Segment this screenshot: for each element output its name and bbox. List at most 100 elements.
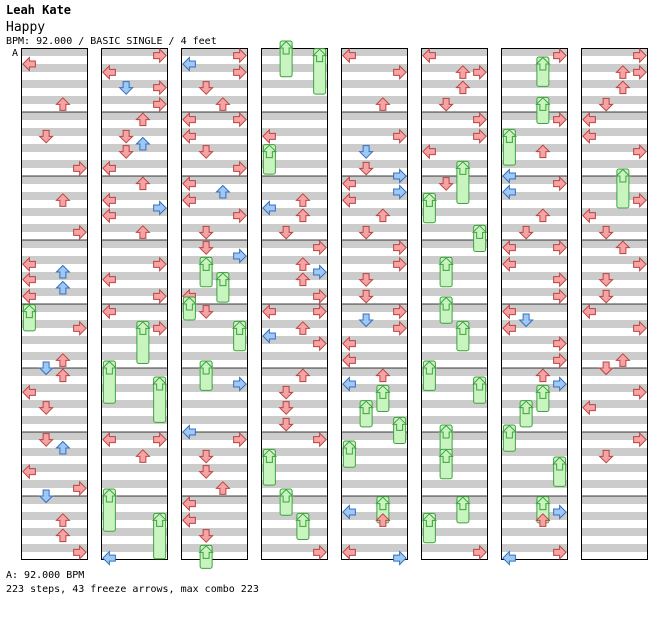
beat-stripe bbox=[341, 144, 408, 152]
beat-stripe bbox=[261, 80, 328, 88]
freeze-head bbox=[535, 385, 551, 399]
beat-stripe bbox=[261, 528, 328, 536]
beat-stripe bbox=[21, 48, 88, 56]
beat-stripe bbox=[581, 128, 648, 136]
down-arrow bbox=[438, 97, 454, 112]
beat-stripe bbox=[421, 272, 488, 280]
beat-stripe bbox=[181, 64, 248, 72]
left-arrow bbox=[22, 288, 36, 305]
beat-stripe bbox=[21, 304, 88, 312]
up-arrow bbox=[615, 240, 631, 255]
freeze-head bbox=[231, 321, 248, 335]
beat-stripe bbox=[341, 368, 408, 376]
beat-stripe bbox=[421, 96, 488, 104]
beat-stripe bbox=[341, 208, 408, 216]
down-arrow bbox=[358, 161, 374, 176]
beat-stripe bbox=[581, 176, 648, 184]
right-arrow bbox=[393, 184, 407, 200]
right-arrow bbox=[233, 207, 247, 224]
beat-stripe bbox=[181, 512, 248, 520]
beat-stripe bbox=[341, 496, 408, 504]
right-arrow bbox=[153, 96, 167, 113]
left-arrow bbox=[182, 111, 196, 128]
beat-stripe bbox=[21, 64, 88, 72]
beat-stripe bbox=[581, 144, 648, 152]
up-arrow bbox=[455, 80, 471, 95]
up-arrow bbox=[535, 208, 551, 223]
beat-stripe bbox=[501, 416, 568, 424]
beat-stripe bbox=[421, 384, 488, 392]
column-border bbox=[181, 48, 248, 560]
up-arrow bbox=[55, 280, 71, 295]
beat-stripe bbox=[21, 128, 88, 136]
beat-stripe bbox=[421, 288, 488, 296]
beat-stripe bbox=[581, 400, 648, 408]
beat-stripe bbox=[341, 400, 408, 408]
beat-stripe bbox=[421, 224, 488, 232]
beat-stripe bbox=[261, 320, 328, 328]
bpm-legend: A: 92.000 BPM bbox=[6, 570, 85, 581]
beat-stripe bbox=[101, 80, 168, 88]
beat-stripe bbox=[21, 96, 88, 104]
right-arrow bbox=[233, 160, 247, 177]
right-arrow bbox=[73, 160, 87, 177]
left-arrow bbox=[182, 175, 196, 192]
up-arrow bbox=[135, 112, 151, 127]
freeze-head bbox=[455, 496, 471, 511]
freeze-head bbox=[341, 440, 358, 455]
freeze-head bbox=[501, 129, 518, 143]
right-arrow bbox=[473, 128, 487, 145]
beat-stripe bbox=[21, 368, 88, 376]
beat-stripe bbox=[581, 192, 648, 200]
beat-stripe bbox=[421, 528, 488, 536]
beat-stripe bbox=[501, 272, 568, 280]
beat-stripe bbox=[101, 352, 168, 360]
right-arrow bbox=[393, 168, 407, 184]
beat-stripe bbox=[341, 288, 408, 296]
beat-stripe bbox=[501, 400, 568, 408]
beat-stripe bbox=[181, 128, 248, 136]
beat-stripe bbox=[261, 368, 328, 376]
beat-stripe bbox=[581, 528, 648, 536]
beat-stripe bbox=[21, 272, 88, 280]
freeze-head bbox=[438, 257, 454, 271]
left-arrow bbox=[342, 352, 356, 369]
beat-stripe bbox=[341, 480, 408, 488]
left-arrow bbox=[102, 160, 116, 177]
column-border bbox=[581, 48, 648, 560]
down-arrow bbox=[358, 289, 374, 304]
beat-stripe bbox=[421, 480, 488, 488]
left-arrow bbox=[502, 320, 516, 337]
down-arrow bbox=[198, 465, 214, 479]
beat-stripe bbox=[101, 48, 168, 56]
beat-stripe bbox=[501, 336, 568, 344]
beat-stripe bbox=[581, 160, 648, 168]
beat-stripe bbox=[101, 304, 168, 312]
beat-stripe bbox=[261, 448, 328, 456]
beat-stripe bbox=[261, 544, 328, 552]
beat-stripe bbox=[21, 112, 88, 120]
beat-stripe bbox=[421, 80, 488, 88]
beat-stripe bbox=[501, 112, 568, 120]
down-arrow bbox=[118, 129, 134, 144]
column-border bbox=[101, 48, 168, 560]
beat-stripe bbox=[581, 416, 648, 424]
beat-stripe bbox=[581, 272, 648, 280]
right-arrow bbox=[233, 248, 247, 264]
beat-stripe bbox=[341, 544, 408, 552]
up-arrow bbox=[535, 368, 551, 383]
beat-stripe bbox=[101, 544, 168, 552]
left-arrow bbox=[502, 168, 516, 184]
beat-stripe bbox=[181, 224, 248, 232]
beat-stripe bbox=[181, 464, 248, 472]
up-arrow bbox=[295, 208, 311, 223]
up-arrow bbox=[615, 353, 631, 367]
freeze-head bbox=[261, 449, 278, 463]
left-arrow bbox=[262, 128, 276, 145]
beat-stripe bbox=[341, 304, 408, 312]
down-arrow bbox=[198, 529, 214, 543]
beat-stripe bbox=[421, 352, 488, 360]
freeze-head bbox=[261, 144, 278, 159]
up-arrow bbox=[135, 136, 151, 151]
beat-stripe bbox=[101, 496, 168, 504]
